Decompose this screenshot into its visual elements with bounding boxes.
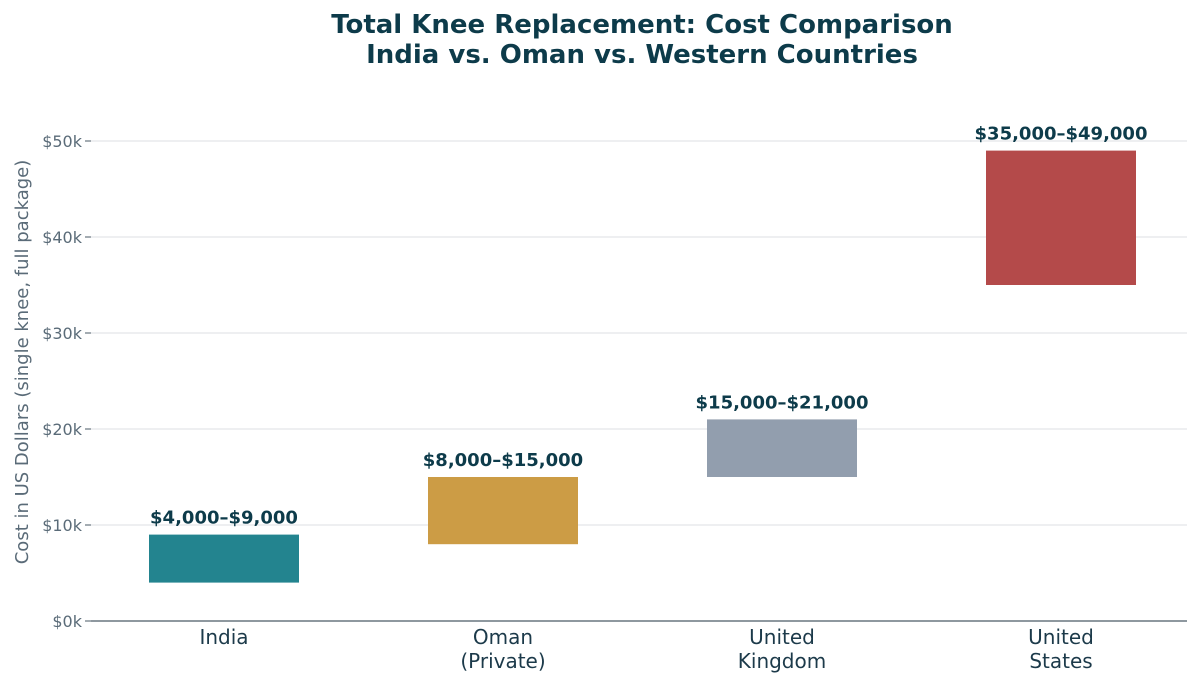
range-bar [986,150,1136,285]
y-tick-label: $40k [42,228,83,247]
chart-title-line2: India vs. Oman vs. Western Countries [366,40,918,70]
range-bar [149,534,299,583]
data-label: $4,000–$9,000 [150,508,298,529]
y-tick-label: $0k [52,612,82,631]
x-tick-label: India [199,625,248,649]
x-tick-label: United [749,625,815,649]
y-tick-label: $50k [42,132,83,151]
y-tick-label: $30k [42,324,83,343]
data-label: $8,000–$15,000 [423,450,583,471]
data-label: $15,000–$21,000 [696,392,869,413]
x-axis-ticks: India Oman(Private)UnitedKingdomUnitedSta… [199,625,1093,673]
x-tick-label: States [1029,649,1092,673]
y-tick-label: $20k [42,420,83,439]
x-tick-label: United [1028,625,1094,649]
chart-title-line1: Total Knee Replacement: Cost Comparison [331,10,953,40]
x-tick-label: Kingdom [738,649,826,673]
range-bar [428,477,578,545]
range-bars: $4,000–$9,000 $8,000–$15,000 $15,000–$21,0… [149,124,1147,583]
y-axis-label: Cost in US Dollars (single knee, full pa… [12,160,33,565]
data-label: $35,000–$49,000 [975,124,1148,145]
x-tick-label: (Private) [460,649,545,673]
x-tick-label: Oman [473,625,533,649]
range-bar [707,419,857,477]
y-tick-label: $10k [42,516,83,535]
y-axis-ticks: $0k $10k $20k $30k $40k $50k [42,132,91,631]
